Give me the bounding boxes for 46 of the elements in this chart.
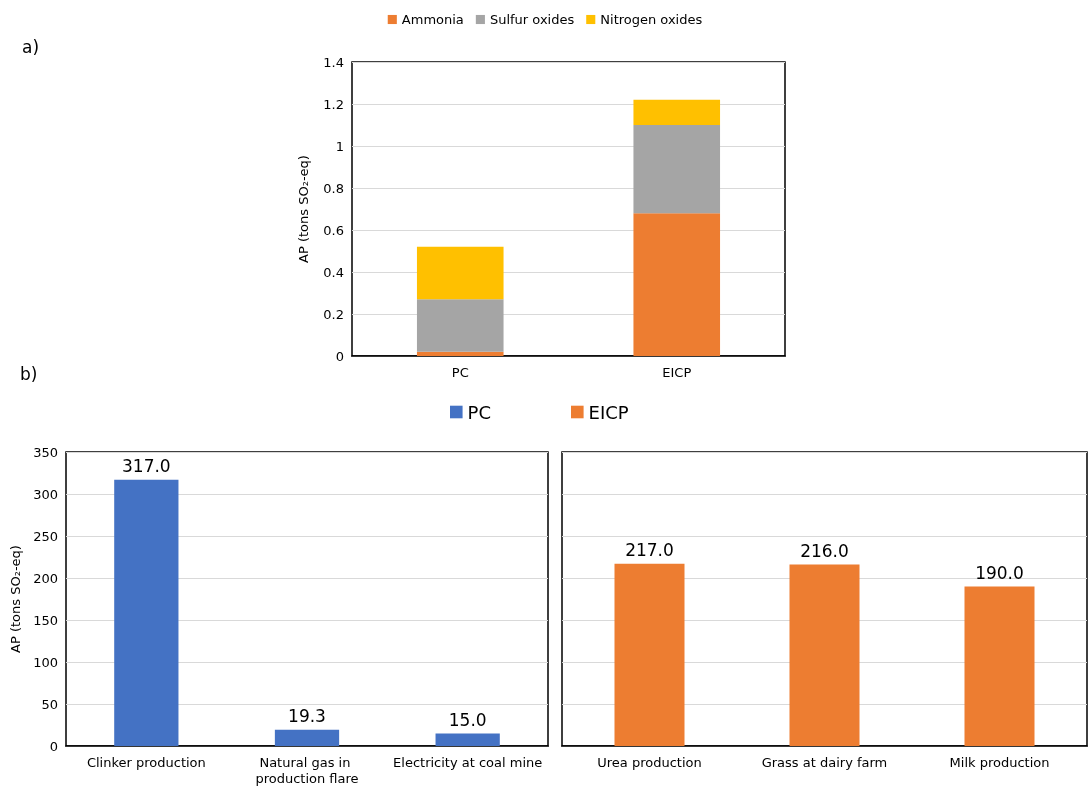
data-label: 190.0 xyxy=(975,562,1024,583)
data-label: 216.0 xyxy=(800,541,849,562)
x-tick-label: Milk production xyxy=(949,754,1050,770)
y-tick-label: 150 xyxy=(33,612,58,628)
data-label: 217.0 xyxy=(625,540,674,561)
y-tick-label: 1.4 xyxy=(323,54,344,70)
bar xyxy=(633,125,721,214)
legend-label: PC xyxy=(467,401,492,423)
y-tick-label: 1 xyxy=(335,138,344,154)
bar xyxy=(416,351,504,356)
data-label: 317.0 xyxy=(122,456,171,477)
y-tick-label: 0.4 xyxy=(323,264,344,280)
y-axis-title: AP (tons SO₂-eq) xyxy=(8,545,24,653)
legend-label: Sulfur oxides xyxy=(489,12,575,27)
bar xyxy=(633,213,721,356)
x-tick-label: Natural gas in production flare xyxy=(255,754,359,786)
y-tick-label: 0.2 xyxy=(323,306,344,322)
legend-label: EICP xyxy=(588,401,629,423)
text: b) xyxy=(20,363,38,384)
y-tick-label: 0.6 xyxy=(323,222,344,238)
y-tick-label: 100 xyxy=(33,654,58,670)
bar xyxy=(416,246,504,300)
bar xyxy=(274,729,340,746)
y-tick-label: 0.8 xyxy=(323,180,344,196)
y-tick-label: 50 xyxy=(41,696,58,712)
x-tick-label: Electricity at coal mine xyxy=(393,754,543,770)
y-tick-label: 0 xyxy=(49,738,58,754)
legend-label: Ammonia xyxy=(401,12,464,27)
y-tick-label: 300 xyxy=(33,486,58,502)
bar xyxy=(114,479,179,746)
text: a) xyxy=(22,36,40,57)
bar xyxy=(416,299,504,352)
bar xyxy=(633,99,721,125)
y-tick-label: 200 xyxy=(33,570,58,586)
y-tick-label: 350 xyxy=(33,444,58,460)
data-label: 15.0 xyxy=(448,709,487,730)
y-tick-label: 250 xyxy=(33,528,58,544)
x-tick-label: Grass at dairy farm xyxy=(761,754,888,770)
y-tick-label: 0 xyxy=(335,348,344,364)
data-label: 19.3 xyxy=(288,706,326,727)
bar xyxy=(435,733,500,746)
y-tick-label: 1.2 xyxy=(323,96,344,112)
x-tick-label: Urea production xyxy=(597,754,702,770)
legend-label: Nitrogen oxides xyxy=(600,12,703,27)
x-tick-label: Clinker production xyxy=(86,754,206,770)
y-axis-title: AP (tons SO₂-eq) xyxy=(296,155,311,263)
